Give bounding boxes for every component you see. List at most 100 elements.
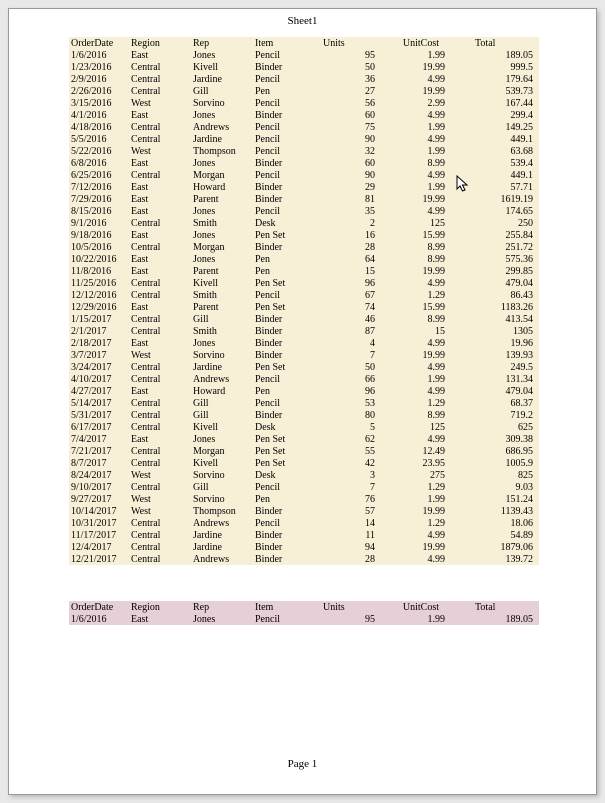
table-cell: 8/24/2017 [69, 469, 129, 481]
table-cell: Jardine [191, 73, 253, 85]
table-cell: East [129, 613, 191, 625]
table-cell: 149.25 [451, 121, 539, 133]
table-cell: 9/27/2017 [69, 493, 129, 505]
table-cell: 1/23/2016 [69, 61, 129, 73]
table-row: 9/1/2016CentralSmithDesk2125250 [69, 217, 539, 229]
table-cell: 10/5/2016 [69, 241, 129, 253]
table-cell: Kivell [191, 61, 253, 73]
table-cell: East [129, 109, 191, 121]
table-cell: 719.2 [451, 409, 539, 421]
table-cell: East [129, 229, 191, 241]
table-cell: 53 [313, 397, 381, 409]
table-cell: Central [129, 409, 191, 421]
table-row: 8/24/2017WestSorvinoDesk3275825 [69, 469, 539, 481]
table-cell: 179.64 [451, 73, 539, 85]
table-cell: Pen [253, 265, 313, 277]
table-cell: 4.99 [381, 205, 451, 217]
table-cell: Pencil [253, 397, 313, 409]
table-cell: 125 [381, 421, 451, 433]
table-cell: 42 [313, 457, 381, 469]
table-cell: 7 [313, 349, 381, 361]
table-cell: Andrews [191, 373, 253, 385]
table-cell: 90 [313, 169, 381, 181]
table-cell: Jones [191, 109, 253, 121]
table-cell: 249.5 [451, 361, 539, 373]
table-cell: 18.06 [451, 517, 539, 529]
table-cell: 54.89 [451, 529, 539, 541]
table-cell: 1.99 [381, 493, 451, 505]
table-cell: 2/1/2017 [69, 325, 129, 337]
table-row: 12/12/2016CentralSmithPencil671.2986.43 [69, 289, 539, 301]
column-header: Item [253, 601, 313, 613]
table-cell: Central [129, 397, 191, 409]
table-cell: 5/31/2017 [69, 409, 129, 421]
table-cell: Jardine [191, 541, 253, 553]
table-cell: East [129, 265, 191, 277]
column-header: UnitCost [381, 601, 451, 613]
table-cell: Pencil [253, 289, 313, 301]
table-cell: 28 [313, 553, 381, 565]
table-cell: West [129, 505, 191, 517]
table-cell: East [129, 301, 191, 313]
table-cell: 12.49 [381, 445, 451, 457]
table-cell: Pen Set [253, 229, 313, 241]
table-cell: 57 [313, 505, 381, 517]
table-cell: Binder [253, 529, 313, 541]
table-cell: Parent [191, 301, 253, 313]
table-cell: Jones [191, 433, 253, 445]
second-table-head: OrderDateRegionRepItemUnitsUnitCostTotal [69, 601, 539, 613]
table-cell: 413.54 [451, 313, 539, 325]
table-cell: 3/15/2016 [69, 97, 129, 109]
table-cell: Jardine [191, 529, 253, 541]
table-cell: Binder [253, 313, 313, 325]
table-cell: Gill [191, 313, 253, 325]
table-row: 6/25/2016CentralMorganPencil904.99449.1 [69, 169, 539, 181]
table-row: 1/23/2016CentralKivellBinder5019.99999.5 [69, 61, 539, 73]
table-cell: 60 [313, 109, 381, 121]
table-cell: 60 [313, 157, 381, 169]
table-row: 11/25/2016CentralKivellPen Set964.99479.… [69, 277, 539, 289]
table-cell: Jones [191, 229, 253, 241]
table-cell: 4.99 [381, 169, 451, 181]
table-cell: 29 [313, 181, 381, 193]
table-cell: Central [129, 217, 191, 229]
table-cell: Binder [253, 157, 313, 169]
table-cell: Morgan [191, 445, 253, 457]
table-row: 11/8/2016EastParentPen1519.99299.85 [69, 265, 539, 277]
table-cell: 1.99 [381, 181, 451, 193]
table-cell: 5/14/2017 [69, 397, 129, 409]
table-cell: Gill [191, 481, 253, 493]
table-cell: Pen Set [253, 433, 313, 445]
table-cell: West [129, 469, 191, 481]
table-cell: Desk [253, 421, 313, 433]
table-cell: 11 [313, 529, 381, 541]
table-cell: 7/21/2017 [69, 445, 129, 457]
table-cell: 19.99 [381, 541, 451, 553]
table-cell: 1.29 [381, 289, 451, 301]
table-cell: Pen [253, 253, 313, 265]
table-cell: Andrews [191, 553, 253, 565]
table-cell: Pencil [253, 145, 313, 157]
table-cell: 479.04 [451, 277, 539, 289]
table-cell: Pen [253, 385, 313, 397]
table-cell: 125 [381, 217, 451, 229]
table-cell: 16 [313, 229, 381, 241]
table-cell: Central [129, 241, 191, 253]
table-cell: 10/22/2016 [69, 253, 129, 265]
table-cell: Central [129, 517, 191, 529]
table-cell: 4.99 [381, 553, 451, 565]
table-cell: 7/4/2017 [69, 433, 129, 445]
column-header: UnitCost [381, 37, 451, 49]
table-cell: 56 [313, 97, 381, 109]
table-cell: 50 [313, 61, 381, 73]
table-cell: Pen Set [253, 361, 313, 373]
table-cell: East [129, 49, 191, 61]
table-row: 1/15/2017CentralGillBinder468.99413.54 [69, 313, 539, 325]
table-cell: Howard [191, 385, 253, 397]
sheet-title: Sheet1 [9, 15, 596, 27]
table-cell: 9/18/2016 [69, 229, 129, 241]
table-cell: Smith [191, 325, 253, 337]
table-cell: Smith [191, 289, 253, 301]
table-cell: 9/1/2016 [69, 217, 129, 229]
table-cell: 8.99 [381, 253, 451, 265]
